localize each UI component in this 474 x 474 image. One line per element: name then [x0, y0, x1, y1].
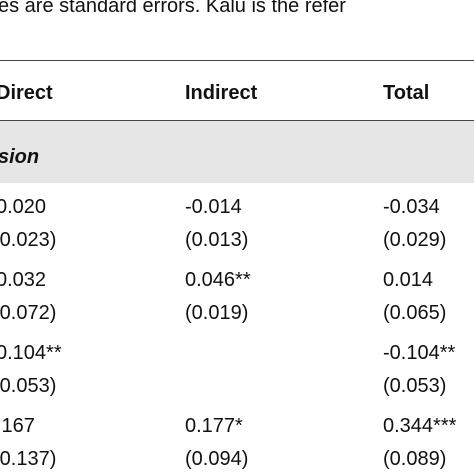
section-band	[0, 121, 474, 183]
std-error: (0.019)	[185, 302, 249, 324]
estimate: 0.020	[0, 196, 47, 218]
section-label: sion	[0, 146, 40, 168]
std-error: (0.072)	[0, 302, 57, 324]
column-header: Indirect	[185, 82, 258, 104]
column-header: Direct	[0, 82, 53, 104]
std-error: (0.094)	[185, 448, 249, 470]
estimate: 0.177*	[185, 415, 243, 437]
estimate: .167	[0, 415, 35, 437]
estimate: -0.014	[185, 196, 242, 218]
std-error: (0.013)	[185, 229, 249, 251]
estimate: -0.034	[383, 196, 440, 218]
estimate: 0.032	[0, 269, 47, 291]
column-header: Total	[383, 82, 430, 104]
estimate: 0.014	[383, 269, 434, 291]
std-error: (0.053)	[0, 375, 57, 397]
header-rule	[0, 120, 474, 121]
estimate: -0.104**	[383, 342, 456, 364]
estimate: 0.344***	[383, 415, 457, 437]
std-error: (0.137)	[0, 448, 57, 470]
std-error: (0.053)	[383, 375, 447, 397]
std-error: (0.089)	[383, 448, 447, 470]
top-rule	[0, 60, 474, 61]
std-error: (0.029)	[383, 229, 447, 251]
estimate: 0.046**	[185, 269, 251, 291]
std-error: (0.065)	[383, 302, 447, 324]
std-error: (0.023)	[0, 229, 57, 251]
caption: es are standard errors. Kalu is the refe…	[0, 0, 346, 17]
estimate: 0.104**	[0, 342, 62, 364]
